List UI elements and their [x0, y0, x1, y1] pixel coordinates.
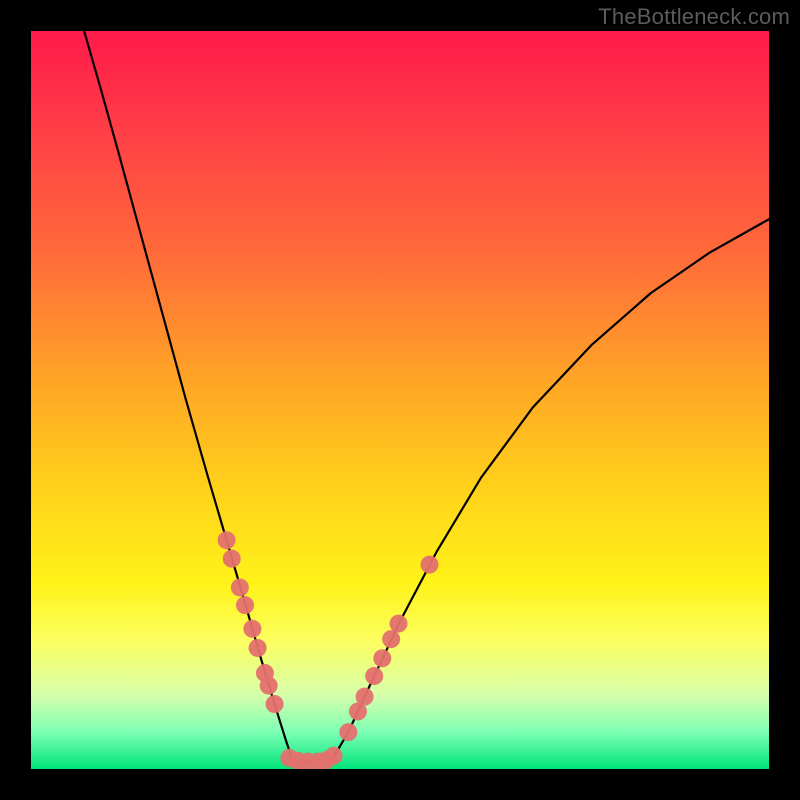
watermark-text: TheBottleneck.com	[598, 4, 790, 30]
data-point-left	[231, 578, 249, 596]
bottleneck-chart	[0, 0, 800, 800]
data-point-right	[365, 667, 383, 685]
chart-stage: TheBottleneck.com	[0, 0, 800, 800]
data-point-right	[356, 688, 374, 706]
data-point-right	[373, 649, 391, 667]
data-point-left	[266, 695, 284, 713]
data-point-right	[390, 615, 408, 633]
data-point-left	[260, 677, 278, 695]
data-point-left	[218, 531, 236, 549]
data-point-left	[223, 550, 241, 568]
data-point-right	[421, 556, 439, 574]
data-point-left	[236, 596, 254, 614]
data-point-flat	[325, 747, 343, 765]
data-point-left	[249, 639, 267, 657]
data-point-right	[382, 630, 400, 648]
data-point-right	[339, 723, 357, 741]
plot-background	[31, 31, 769, 769]
data-point-left	[243, 620, 261, 638]
